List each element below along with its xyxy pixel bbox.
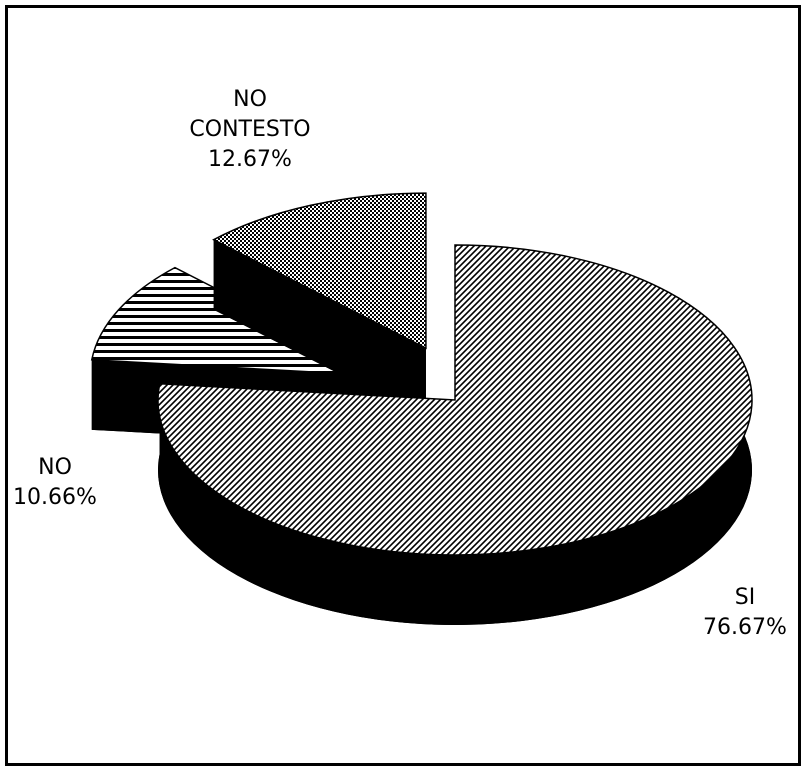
category-label: SI xyxy=(734,585,756,610)
slice-label: NO 10.66% xyxy=(10,453,100,513)
value-label: 10.66% xyxy=(13,485,97,510)
value-label: 12.67% xyxy=(208,147,292,172)
slice-side xyxy=(213,239,426,419)
slice xyxy=(157,244,753,556)
chart-frame xyxy=(5,5,801,766)
slice-label: NO CONTESTO 12.67% xyxy=(170,85,330,175)
value-label: 76.67% xyxy=(703,615,787,640)
category-label: NO CONTESTO xyxy=(189,87,311,142)
category-label: NO xyxy=(38,455,72,480)
slice-label: SI 76.67% xyxy=(690,583,800,643)
slice xyxy=(212,192,427,350)
